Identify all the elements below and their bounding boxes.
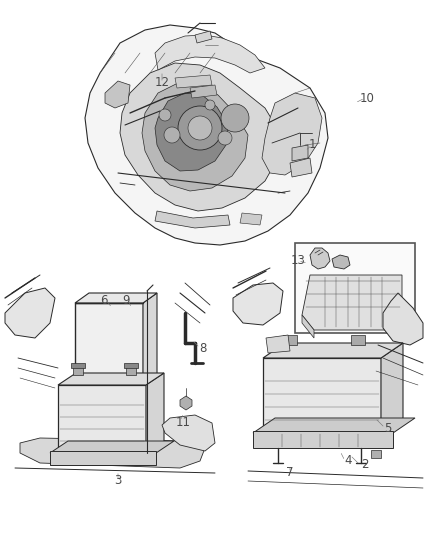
Bar (124, 363, 138, 368)
Text: 7: 7 (286, 466, 294, 480)
Bar (263, 358, 381, 433)
Text: 11: 11 (176, 416, 191, 430)
Polygon shape (302, 275, 402, 330)
Text: 10: 10 (360, 92, 374, 104)
Polygon shape (58, 373, 164, 385)
Circle shape (188, 116, 212, 140)
Polygon shape (85, 25, 328, 245)
Text: 8: 8 (199, 342, 207, 354)
Circle shape (164, 127, 180, 143)
Bar (371, 450, 381, 458)
Bar (58, 385, 146, 453)
Bar (283, 335, 297, 345)
Polygon shape (180, 396, 192, 410)
Polygon shape (155, 35, 265, 73)
Bar (351, 335, 365, 345)
Circle shape (218, 131, 232, 145)
Polygon shape (383, 293, 423, 345)
Polygon shape (263, 343, 403, 358)
Polygon shape (290, 158, 312, 177)
Polygon shape (240, 213, 262, 225)
Text: 13: 13 (290, 254, 305, 268)
Text: 4: 4 (344, 455, 352, 467)
Polygon shape (195, 31, 212, 43)
Bar (73, 367, 83, 375)
Circle shape (221, 104, 249, 132)
Bar (50, 451, 156, 465)
Text: 2: 2 (361, 458, 369, 472)
Polygon shape (50, 441, 174, 453)
Polygon shape (332, 255, 350, 269)
Polygon shape (262, 93, 322, 175)
Text: 6: 6 (100, 295, 108, 308)
Polygon shape (253, 418, 415, 433)
Polygon shape (175, 75, 212, 88)
Text: 12: 12 (155, 77, 170, 90)
Polygon shape (292, 145, 308, 161)
Polygon shape (142, 83, 248, 191)
Circle shape (178, 106, 222, 150)
Polygon shape (146, 373, 164, 453)
Text: 5: 5 (384, 422, 392, 434)
Circle shape (205, 100, 215, 110)
Bar (126, 367, 136, 375)
Polygon shape (162, 415, 215, 451)
Polygon shape (143, 293, 157, 388)
Text: 9: 9 (122, 295, 130, 308)
Circle shape (159, 109, 171, 121)
Bar (75, 303, 143, 388)
Polygon shape (310, 248, 330, 269)
Polygon shape (105, 81, 130, 108)
Polygon shape (120, 63, 280, 211)
Polygon shape (75, 293, 157, 303)
Polygon shape (302, 315, 314, 338)
Bar (253, 431, 393, 448)
Polygon shape (266, 335, 290, 353)
Polygon shape (20, 438, 205, 468)
Polygon shape (381, 343, 403, 433)
Polygon shape (190, 85, 217, 98)
Polygon shape (233, 283, 283, 325)
Polygon shape (155, 93, 228, 171)
Bar (295, 243, 415, 333)
Polygon shape (5, 288, 55, 338)
Text: 1: 1 (308, 139, 316, 151)
Bar (71, 363, 85, 368)
Polygon shape (155, 211, 230, 228)
Text: 3: 3 (114, 474, 122, 488)
